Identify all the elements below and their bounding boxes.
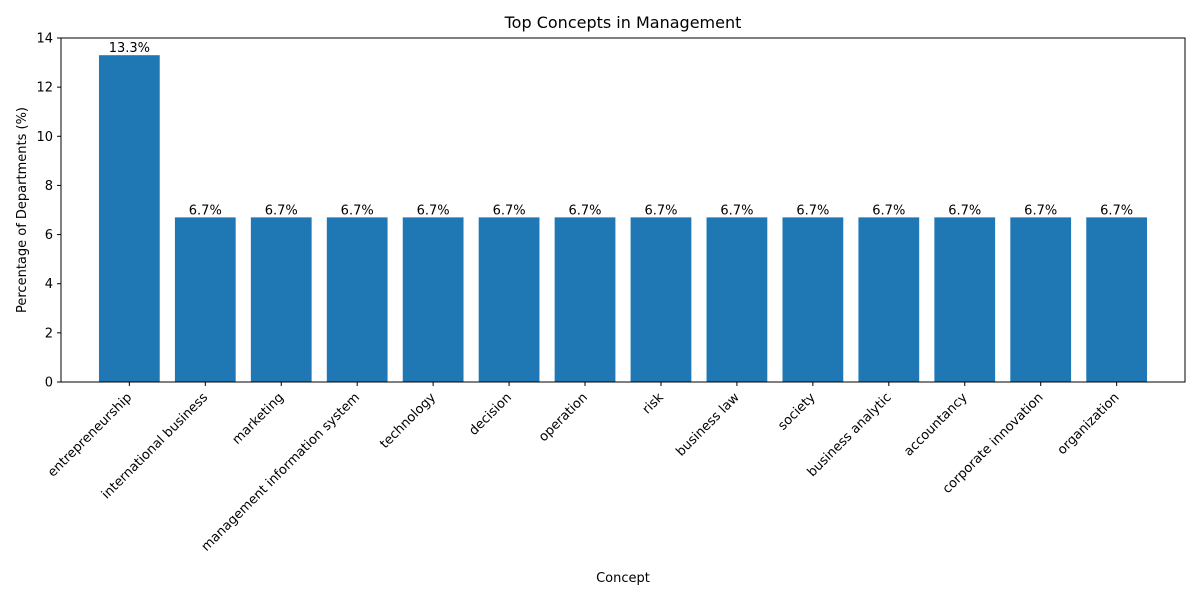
bar-value-label-4: 6.7% [417, 203, 450, 218]
x-tick-label-6: operation [536, 390, 591, 445]
y-tick-label-2: 4 [45, 277, 53, 292]
bar-value-label-11: 6.7% [948, 203, 981, 218]
bar-12 [1010, 217, 1072, 382]
x-tick-label-8: business law [673, 390, 743, 460]
chart-title: Top Concepts in Management [504, 13, 742, 32]
bar-7 [630, 217, 692, 382]
x-tick-label-5: decision [466, 390, 515, 439]
bar-8 [706, 217, 768, 382]
y-axis: 0 2 4 6 8 10 12 14 [36, 32, 61, 391]
x-tick-label-0: entrepreneurship [45, 390, 135, 480]
x-axis-label: Concept [596, 571, 650, 586]
bar-value-label-9: 6.7% [796, 203, 829, 218]
bar-value-label-3: 6.7% [341, 203, 374, 218]
bar-11 [934, 217, 996, 382]
x-tick-label-2: marketing [230, 390, 287, 447]
y-tick-label-0: 0 [45, 376, 53, 391]
x-tick-label-7: risk [640, 390, 667, 417]
bar-0 [98, 55, 160, 382]
y-axis-label: Percentage of Departments (%) [15, 107, 30, 313]
bar-value-label-13: 6.7% [1100, 203, 1133, 218]
bar-6 [554, 217, 616, 382]
x-tick-label-9: society [775, 390, 819, 434]
plot-frame [60, 37, 1186, 383]
bar-value-label-12: 6.7% [1024, 203, 1057, 218]
bar-value-label-2: 6.7% [265, 203, 298, 218]
x-tick-label-10: business analytic [805, 390, 895, 480]
y-tick-label-3: 6 [45, 228, 53, 243]
x-tick-label-3: management information system [199, 390, 363, 554]
y-tick-label-5: 10 [36, 130, 53, 145]
bar-4 [402, 217, 464, 382]
bar-9 [782, 217, 844, 382]
bars-group [98, 55, 1148, 382]
bar-3 [326, 217, 388, 382]
bar-2 [250, 217, 312, 382]
bar-value-label-8: 6.7% [720, 203, 753, 218]
bar-10 [858, 217, 920, 382]
y-tick-label-7: 14 [36, 32, 53, 47]
bar-value-label-10: 6.7% [872, 203, 905, 218]
y-tick-label-4: 8 [45, 179, 53, 194]
bar-value-label-0: 13.3% [109, 41, 150, 56]
bar-value-label-5: 6.7% [493, 203, 526, 218]
x-tick-label-11: accountancy [901, 390, 970, 459]
bar-13 [1086, 217, 1148, 382]
bar-value-label-6: 6.7% [569, 203, 602, 218]
bar-labels-group: 13.3% 6.7% 6.7% 6.7% 6.7% 6.7% 6.7% 6.7% 6.7% 6.7… [109, 41, 1133, 218]
y-tick-label-1: 2 [45, 326, 53, 341]
bar-value-label-1: 6.7% [189, 203, 222, 218]
x-tick-label-4: technology [377, 390, 439, 452]
bar-1 [174, 217, 236, 382]
x-tick-label-13: organization [1055, 390, 1123, 458]
bar-value-label-7: 6.7% [644, 203, 677, 218]
bar-5 [478, 217, 540, 382]
y-tick-label-6: 12 [36, 81, 53, 96]
